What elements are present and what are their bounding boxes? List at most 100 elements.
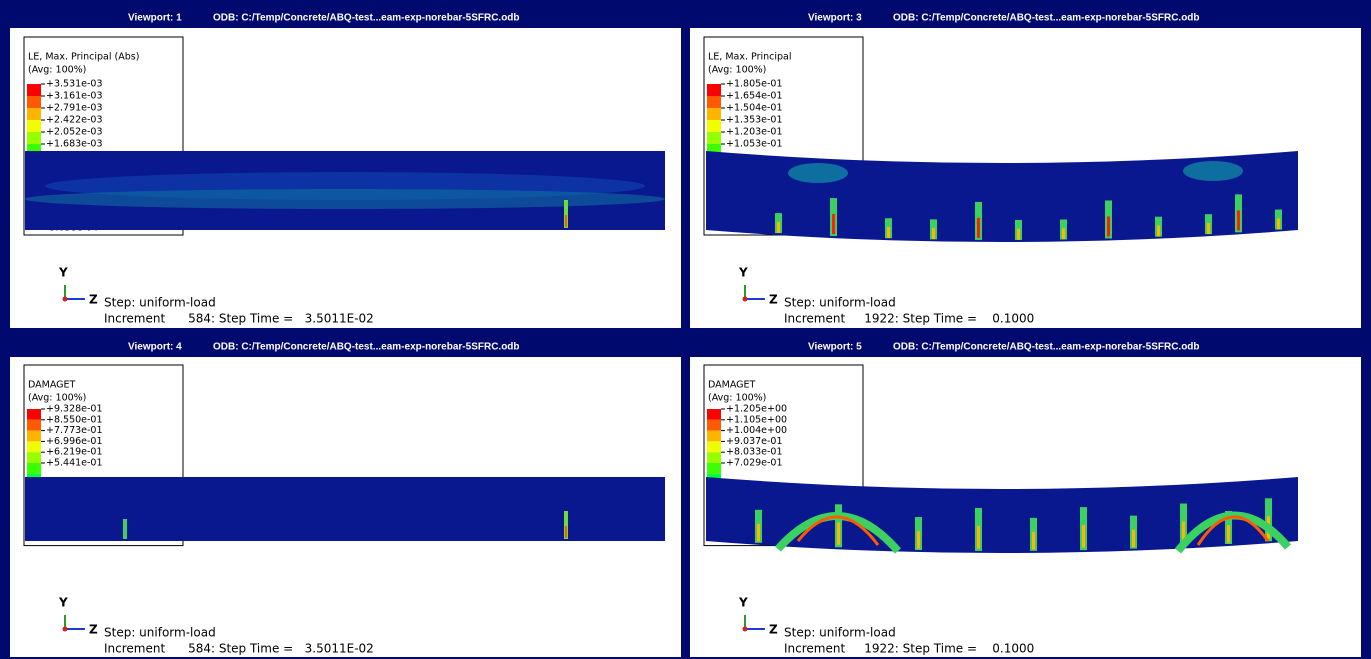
triad-y: Y bbox=[738, 596, 748, 610]
crack-core bbox=[1032, 532, 1035, 550]
legend-label: +8.550e-01 bbox=[46, 414, 103, 425]
crack-core bbox=[1207, 223, 1210, 234]
legend-label: +2.422e-03 bbox=[46, 115, 103, 126]
odb-path: ODB: C:/Temp/Concrete/ABQ-test...eam-exp… bbox=[213, 13, 520, 24]
legend-label: +9.037e-01 bbox=[726, 436, 783, 447]
crack-core bbox=[1107, 216, 1110, 236]
legend-label: +1.683e-03 bbox=[46, 139, 103, 150]
legend-swatch bbox=[27, 120, 41, 132]
legend-swatch bbox=[27, 409, 41, 420]
crack-core bbox=[977, 218, 980, 238]
step-text: Step: uniform-load bbox=[784, 296, 896, 310]
legend-avg: (Avg: 100%) bbox=[708, 393, 766, 404]
legend-swatch bbox=[707, 120, 721, 132]
legend-label: +1.805e-01 bbox=[726, 79, 783, 90]
triad-y: Y bbox=[58, 266, 68, 280]
viewport-title: Viewport: 1 bbox=[128, 13, 182, 24]
viewport: Viewport: 3 ODB: C:/Temp/Concrete/ABQ-tes… bbox=[690, 13, 1361, 328]
legend-label: +1.105e+00 bbox=[726, 414, 787, 425]
triad-z: Z bbox=[89, 293, 98, 307]
legend-label: +5.441e-01 bbox=[46, 458, 103, 469]
crack-core bbox=[932, 228, 935, 239]
crack-core bbox=[832, 214, 835, 234]
legend-swatch bbox=[707, 452, 721, 463]
crack-core bbox=[1237, 210, 1240, 230]
crack-core bbox=[917, 531, 920, 549]
beam bbox=[25, 477, 665, 541]
legend-label: +6.996e-01 bbox=[46, 436, 103, 447]
legend-label: +2.791e-03 bbox=[46, 103, 103, 114]
step-text: Step: uniform-load bbox=[104, 626, 216, 640]
legend-title: DAMAGET bbox=[708, 380, 756, 391]
legend-label: +3.161e-03 bbox=[46, 91, 103, 102]
viewport: Viewport: 5 ODB: C:/Temp/Concrete/ABQ-tes… bbox=[690, 342, 1361, 657]
triad-origin bbox=[63, 627, 68, 632]
crack-core bbox=[1082, 525, 1085, 548]
crack-core bbox=[1157, 225, 1160, 236]
legend-avg: (Avg: 100%) bbox=[28, 65, 86, 76]
legend-label: +1.004e+00 bbox=[726, 425, 787, 436]
legend-swatch bbox=[27, 441, 41, 452]
beam-shade bbox=[1183, 161, 1243, 181]
triad-origin bbox=[743, 627, 748, 632]
legend-swatch bbox=[27, 132, 41, 144]
legend-label: +1.504e-01 bbox=[726, 103, 783, 114]
odb-path: ODB: C:/Temp/Concrete/ABQ-test...eam-exp… bbox=[893, 342, 1200, 353]
legend-swatch bbox=[707, 108, 721, 120]
legend-swatch bbox=[707, 132, 721, 144]
crack-core bbox=[887, 227, 890, 238]
increment-text: Increment 1922: Step Time = 0.1000 bbox=[784, 312, 1034, 326]
legend-avg: (Avg: 100%) bbox=[708, 65, 766, 76]
legend-swatch bbox=[27, 463, 41, 474]
legend-label: +1.053e-01 bbox=[726, 139, 783, 150]
legend-title: DAMAGET bbox=[28, 380, 76, 391]
crack bbox=[123, 519, 127, 539]
step-text: Step: uniform-load bbox=[784, 626, 896, 640]
crack-core bbox=[977, 526, 980, 549]
crack-core bbox=[1062, 228, 1065, 239]
legend-label: +2.052e-03 bbox=[46, 127, 103, 138]
legend-label: +1.353e-01 bbox=[726, 115, 783, 126]
crack-core bbox=[837, 522, 840, 545]
legend-swatch bbox=[707, 463, 721, 474]
triad-y: Y bbox=[738, 266, 748, 280]
triad-y: Y bbox=[58, 596, 68, 610]
crack-core bbox=[1227, 525, 1230, 543]
increment-text: Increment 584: Step Time = 3.5011E-02 bbox=[104, 312, 374, 326]
crack-core bbox=[777, 222, 780, 233]
legend-swatch bbox=[707, 441, 721, 452]
legend-swatch bbox=[27, 96, 41, 108]
beam-shade bbox=[25, 189, 665, 209]
crack-core bbox=[1277, 218, 1280, 229]
crack-core bbox=[1017, 229, 1020, 240]
triad-origin bbox=[63, 297, 68, 302]
legend-avg: (Avg: 100%) bbox=[28, 393, 86, 404]
viewport-title: Viewport: 4 bbox=[128, 342, 182, 353]
legend-label: +1.203e-01 bbox=[726, 127, 783, 138]
legend-swatch bbox=[707, 84, 721, 96]
legend-label: +6.219e-01 bbox=[46, 447, 103, 458]
legend-label: +7.029e-01 bbox=[726, 458, 783, 469]
legend-label: +7.773e-01 bbox=[46, 425, 103, 436]
viewport-title: Viewport: 3 bbox=[808, 13, 862, 24]
crack bbox=[565, 215, 567, 227]
legend-swatch bbox=[707, 409, 721, 420]
viewport: Viewport: 4ODB: C:/Temp/Concrete/ABQ-tes… bbox=[10, 342, 681, 657]
legend-title: LE, Max. Principal (Abs) bbox=[28, 52, 139, 63]
legend-swatch bbox=[707, 420, 721, 431]
step-text: Step: uniform-load bbox=[104, 296, 216, 310]
viewport: Viewport: 1 ODB: C:/Temp/Concrete/ABQ-tes… bbox=[10, 13, 681, 328]
legend-label: +1.654e-01 bbox=[726, 91, 783, 102]
legend-swatch bbox=[27, 108, 41, 120]
legend-label: +9.328e-01 bbox=[46, 404, 103, 415]
viewport-title: Viewport: 5 bbox=[808, 342, 862, 353]
beam-shade bbox=[788, 163, 848, 183]
legend-swatch bbox=[707, 96, 721, 108]
legend-label: +8.033e-01 bbox=[726, 447, 783, 458]
triad-origin bbox=[743, 297, 748, 302]
legend-title: LE, Max. Principal bbox=[708, 52, 792, 63]
legend-swatch bbox=[27, 84, 41, 96]
triad-z: Z bbox=[769, 623, 778, 637]
odb-path: ODB: C:/Temp/Concrete/ABQ-test...eam-exp… bbox=[893, 13, 1200, 24]
legend-swatch bbox=[707, 431, 721, 442]
